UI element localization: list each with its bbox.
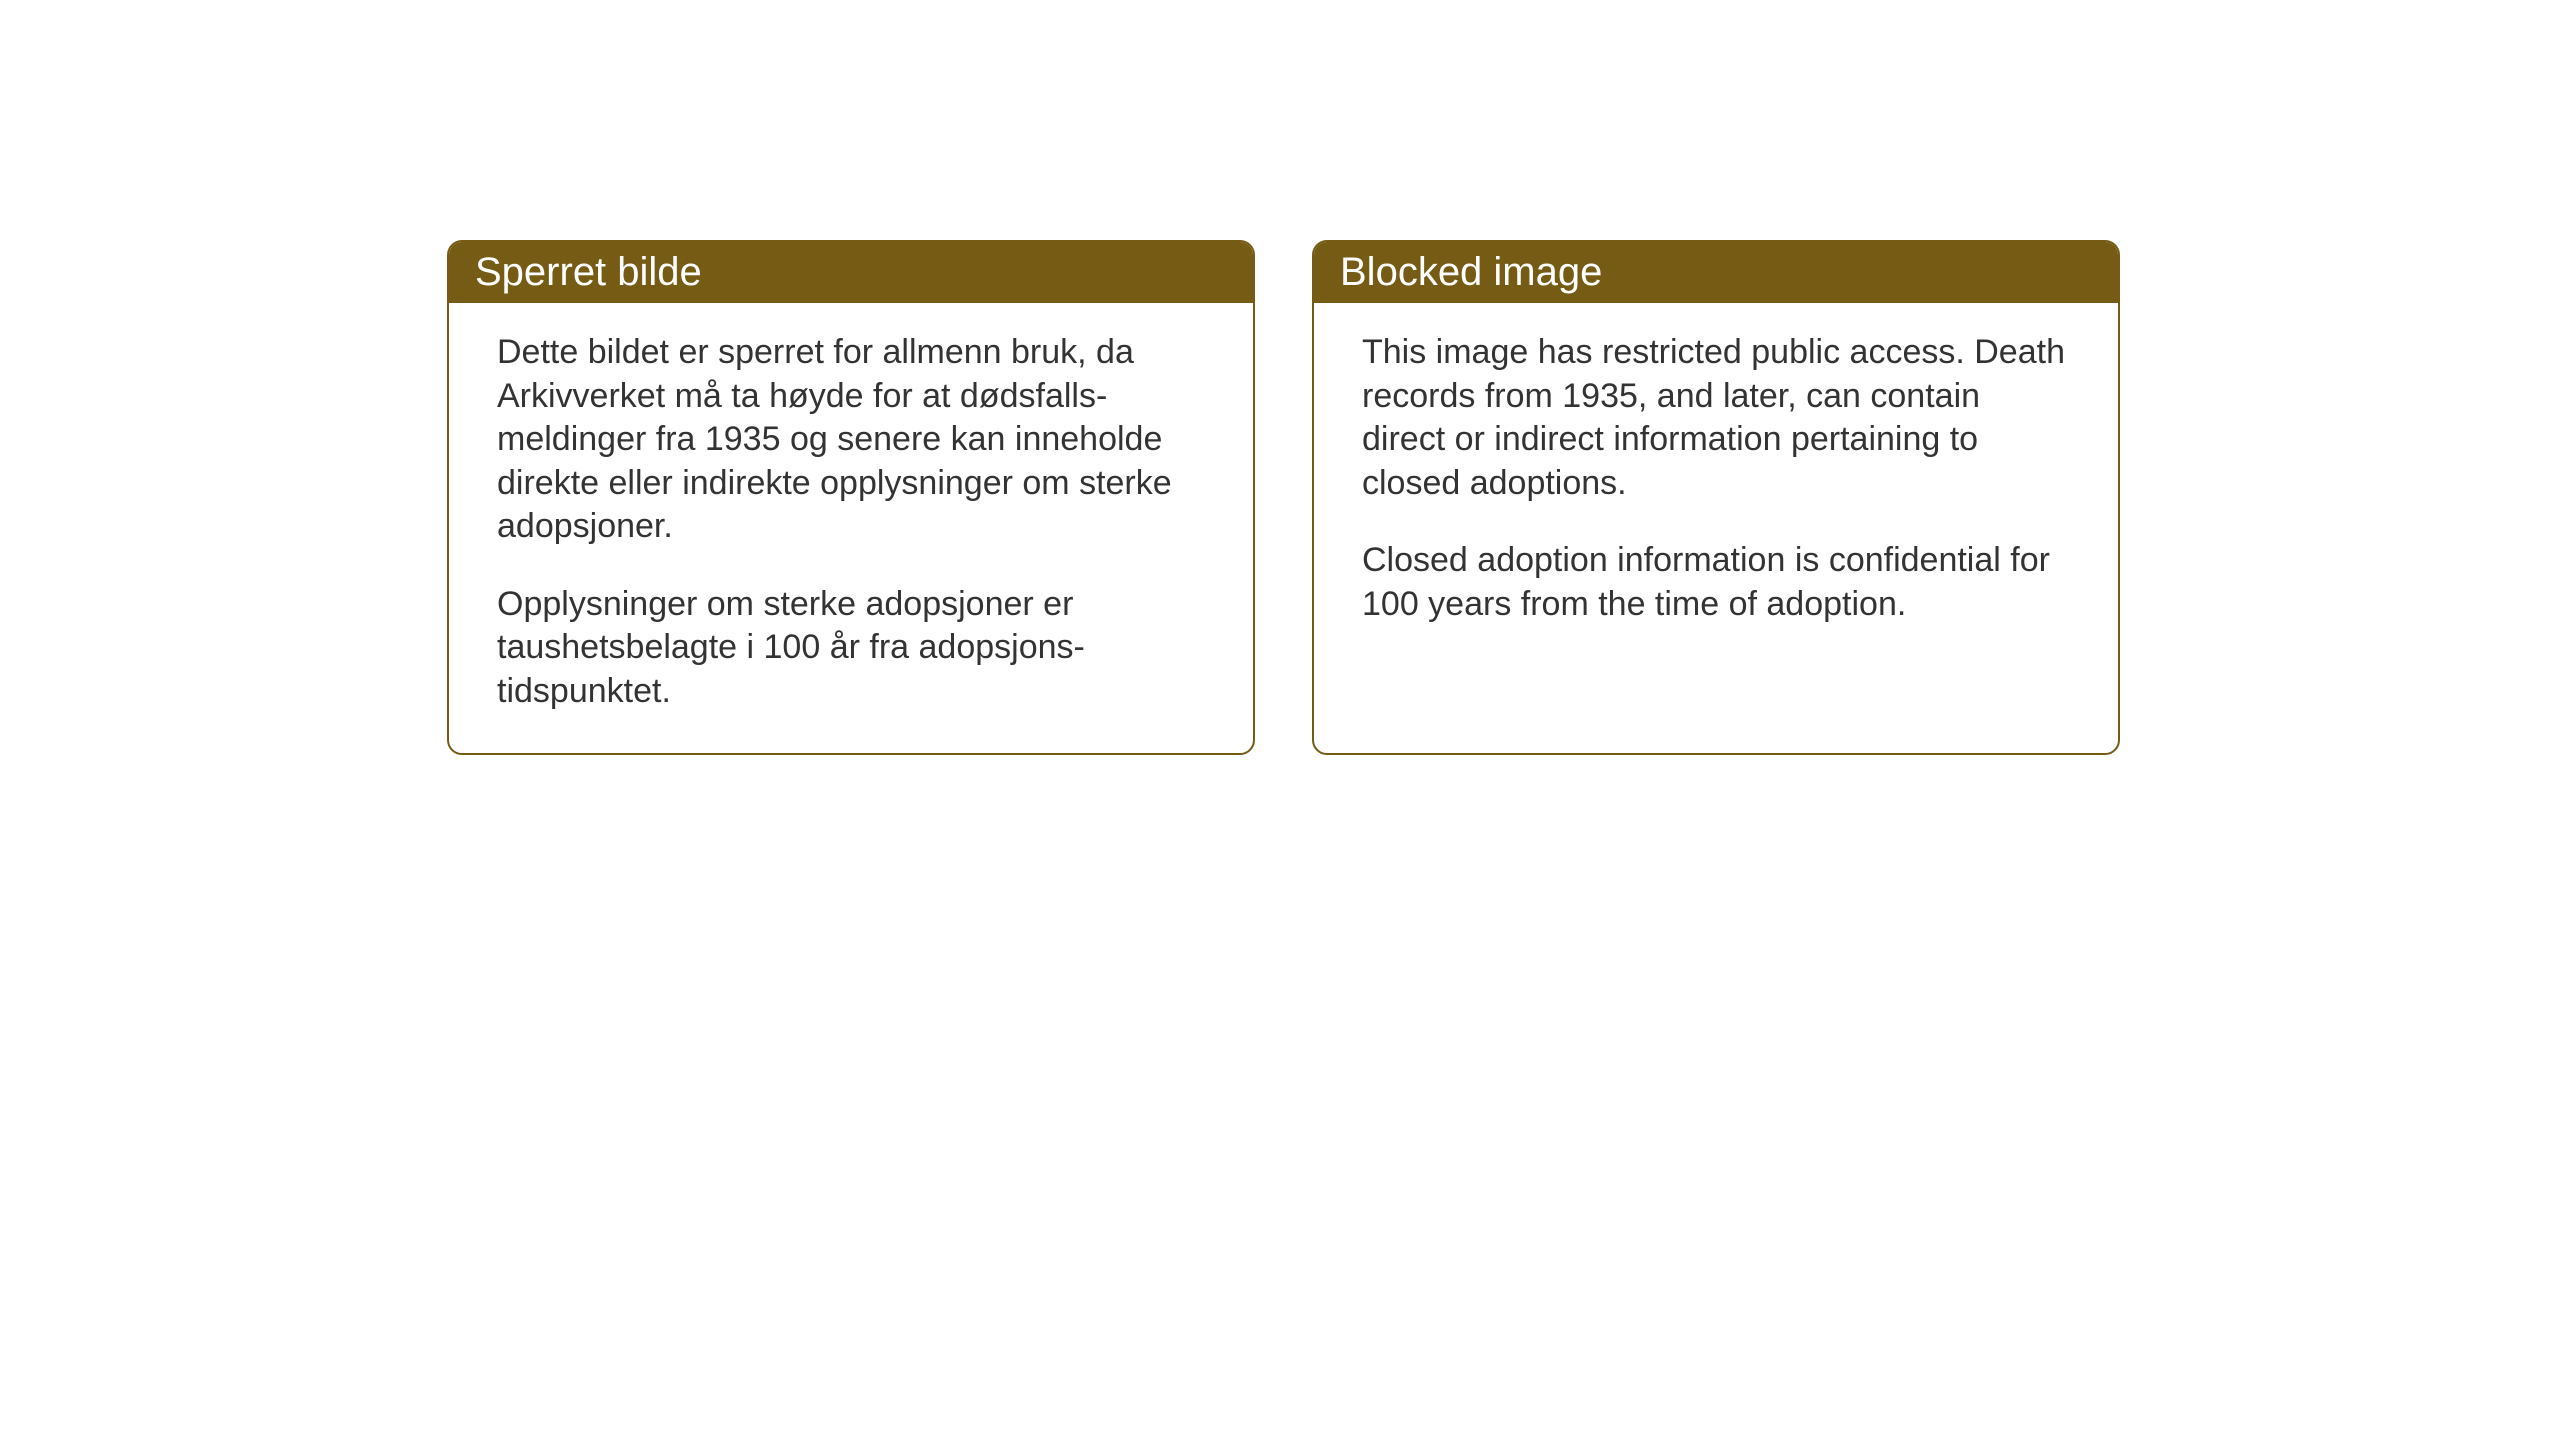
notice-container: Sperret bilde Dette bildet er sperret fo…	[447, 240, 2120, 755]
notice-paragraph: This image has restricted public access.…	[1362, 331, 2070, 505]
notice-paragraph: Closed adoption information is confident…	[1362, 539, 2070, 626]
notice-paragraph: Dette bildet er sperret for allmenn bruk…	[497, 331, 1205, 549]
notice-header-norwegian: Sperret bilde	[449, 242, 1253, 303]
notice-box-english: Blocked image This image has restricted …	[1312, 240, 2120, 755]
notice-box-norwegian: Sperret bilde Dette bildet er sperret fo…	[447, 240, 1255, 755]
notice-paragraph: Opplysninger om sterke adopsjoner er tau…	[497, 583, 1205, 714]
notice-body-english: This image has restricted public access.…	[1314, 303, 2118, 666]
notice-body-norwegian: Dette bildet er sperret for allmenn bruk…	[449, 303, 1253, 753]
notice-header-english: Blocked image	[1314, 242, 2118, 303]
